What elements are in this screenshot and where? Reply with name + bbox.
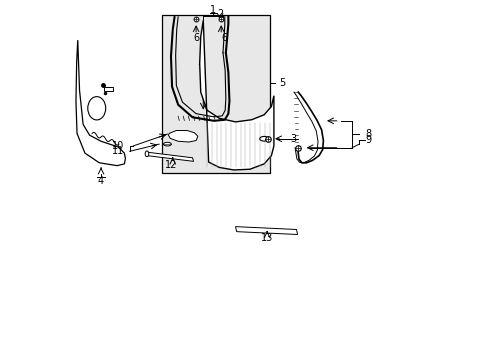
Text: 4: 4: [98, 176, 104, 186]
Polygon shape: [76, 40, 125, 166]
Text: 8: 8: [365, 129, 370, 139]
Bar: [104, 87, 113, 91]
Text: 2: 2: [217, 9, 223, 19]
Polygon shape: [168, 131, 198, 142]
Text: 10: 10: [112, 141, 124, 151]
Polygon shape: [235, 226, 297, 234]
Text: 6: 6: [221, 33, 226, 43]
Text: 1: 1: [210, 5, 216, 15]
Text: 6: 6: [193, 33, 199, 43]
Polygon shape: [199, 21, 273, 170]
Ellipse shape: [259, 136, 268, 141]
Polygon shape: [145, 152, 193, 161]
Text: 7: 7: [197, 64, 203, 74]
Bar: [162, 15, 269, 173]
Text: 9: 9: [365, 135, 370, 145]
Text: 12: 12: [164, 159, 177, 170]
Text: 3: 3: [289, 134, 295, 144]
Ellipse shape: [163, 142, 171, 146]
Text: 11: 11: [112, 146, 124, 156]
Text: 13: 13: [261, 233, 273, 243]
Ellipse shape: [88, 96, 105, 120]
Text: 5: 5: [279, 78, 285, 88]
Ellipse shape: [145, 151, 148, 157]
